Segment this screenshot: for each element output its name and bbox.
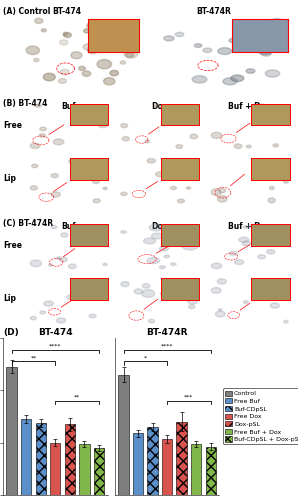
Bar	[65, 424, 75, 495]
Text: (A) Control: (A) Control	[3, 6, 50, 16]
Text: ****: ****	[161, 344, 173, 348]
Bar	[206, 446, 216, 495]
Bar	[7, 366, 17, 495]
Text: Buf + Dox: Buf + Dox	[228, 102, 271, 111]
Text: ***: ***	[184, 394, 194, 400]
Text: *: *	[144, 356, 147, 360]
Bar	[133, 434, 143, 495]
Text: Dox: Dox	[151, 222, 167, 231]
Text: Buf: Buf	[61, 102, 76, 111]
Text: **: **	[30, 356, 37, 360]
Bar	[21, 419, 31, 495]
Bar	[162, 438, 173, 495]
Text: Buf + Dox: Buf + Dox	[228, 222, 271, 231]
Bar	[79, 444, 89, 495]
Title: BT-474R: BT-474R	[146, 328, 188, 337]
Title: BT-474: BT-474	[38, 328, 72, 337]
Text: Free: Free	[3, 241, 22, 250]
Text: Free: Free	[3, 120, 22, 130]
Text: **: **	[74, 394, 80, 400]
Text: ****: ****	[49, 344, 61, 348]
Text: Lip: Lip	[3, 174, 16, 183]
Text: BT-474R: BT-474R	[196, 6, 231, 16]
Text: Lip: Lip	[3, 294, 16, 303]
Bar	[118, 374, 129, 495]
Legend: Control, Free Buf, Buf-CDpSL, Free Dox, Dox-pSL, Free Buf + Dox, Buf-CDpSL + Dox: Control, Free Buf, Buf-CDpSL, Free Dox, …	[223, 388, 298, 444]
Text: BT-474: BT-474	[53, 6, 82, 16]
Text: (C) BT-474R: (C) BT-474R	[3, 219, 53, 228]
Bar	[148, 427, 158, 495]
Text: (D): (D)	[3, 328, 19, 336]
Bar	[191, 444, 201, 495]
Text: Dox: Dox	[151, 102, 167, 111]
Text: (B) BT-474: (B) BT-474	[3, 98, 47, 108]
Text: Buf: Buf	[61, 222, 76, 231]
Bar	[94, 448, 104, 495]
Bar	[176, 422, 187, 495]
Bar	[50, 442, 60, 495]
Bar	[35, 423, 46, 495]
